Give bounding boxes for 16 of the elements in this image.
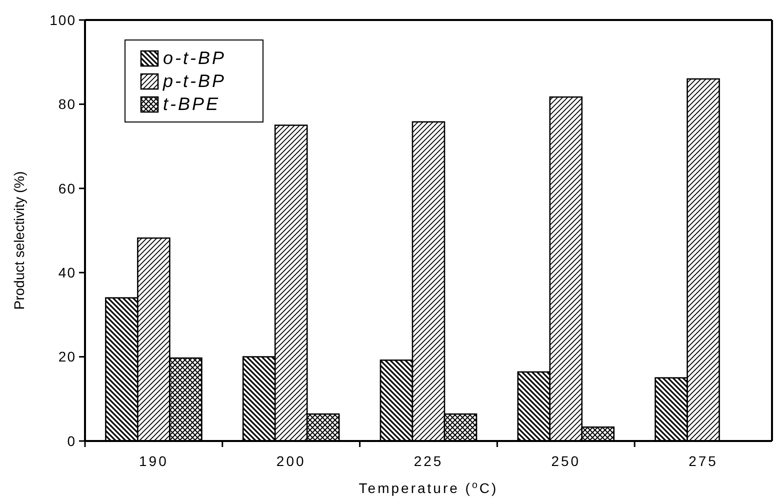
x-tick-label: 275 (688, 453, 718, 469)
y-tick-label: 60 (58, 180, 76, 196)
y-axis-title: Product selectivity (%) (11, 171, 27, 310)
legend-label: o-t-BP (163, 48, 226, 68)
x-tick-label: 225 (414, 453, 444, 469)
y-tick-label: 40 (58, 264, 76, 280)
x-tick-label: 190 (139, 453, 168, 469)
y-tick-label: 20 (58, 348, 76, 365)
y-tick-label: 0 (67, 432, 76, 449)
legend-label: p-t-BP (162, 71, 226, 91)
x-tick-label: 250 (551, 453, 581, 469)
legend-label: t-BPE (163, 94, 220, 114)
x-tick-label: 200 (276, 453, 306, 469)
y-tick-label: 100 (50, 12, 76, 28)
x-axis-title: Temperature ($^{o}$C) (358, 480, 498, 496)
y-tick-label: 80 (58, 96, 76, 112)
